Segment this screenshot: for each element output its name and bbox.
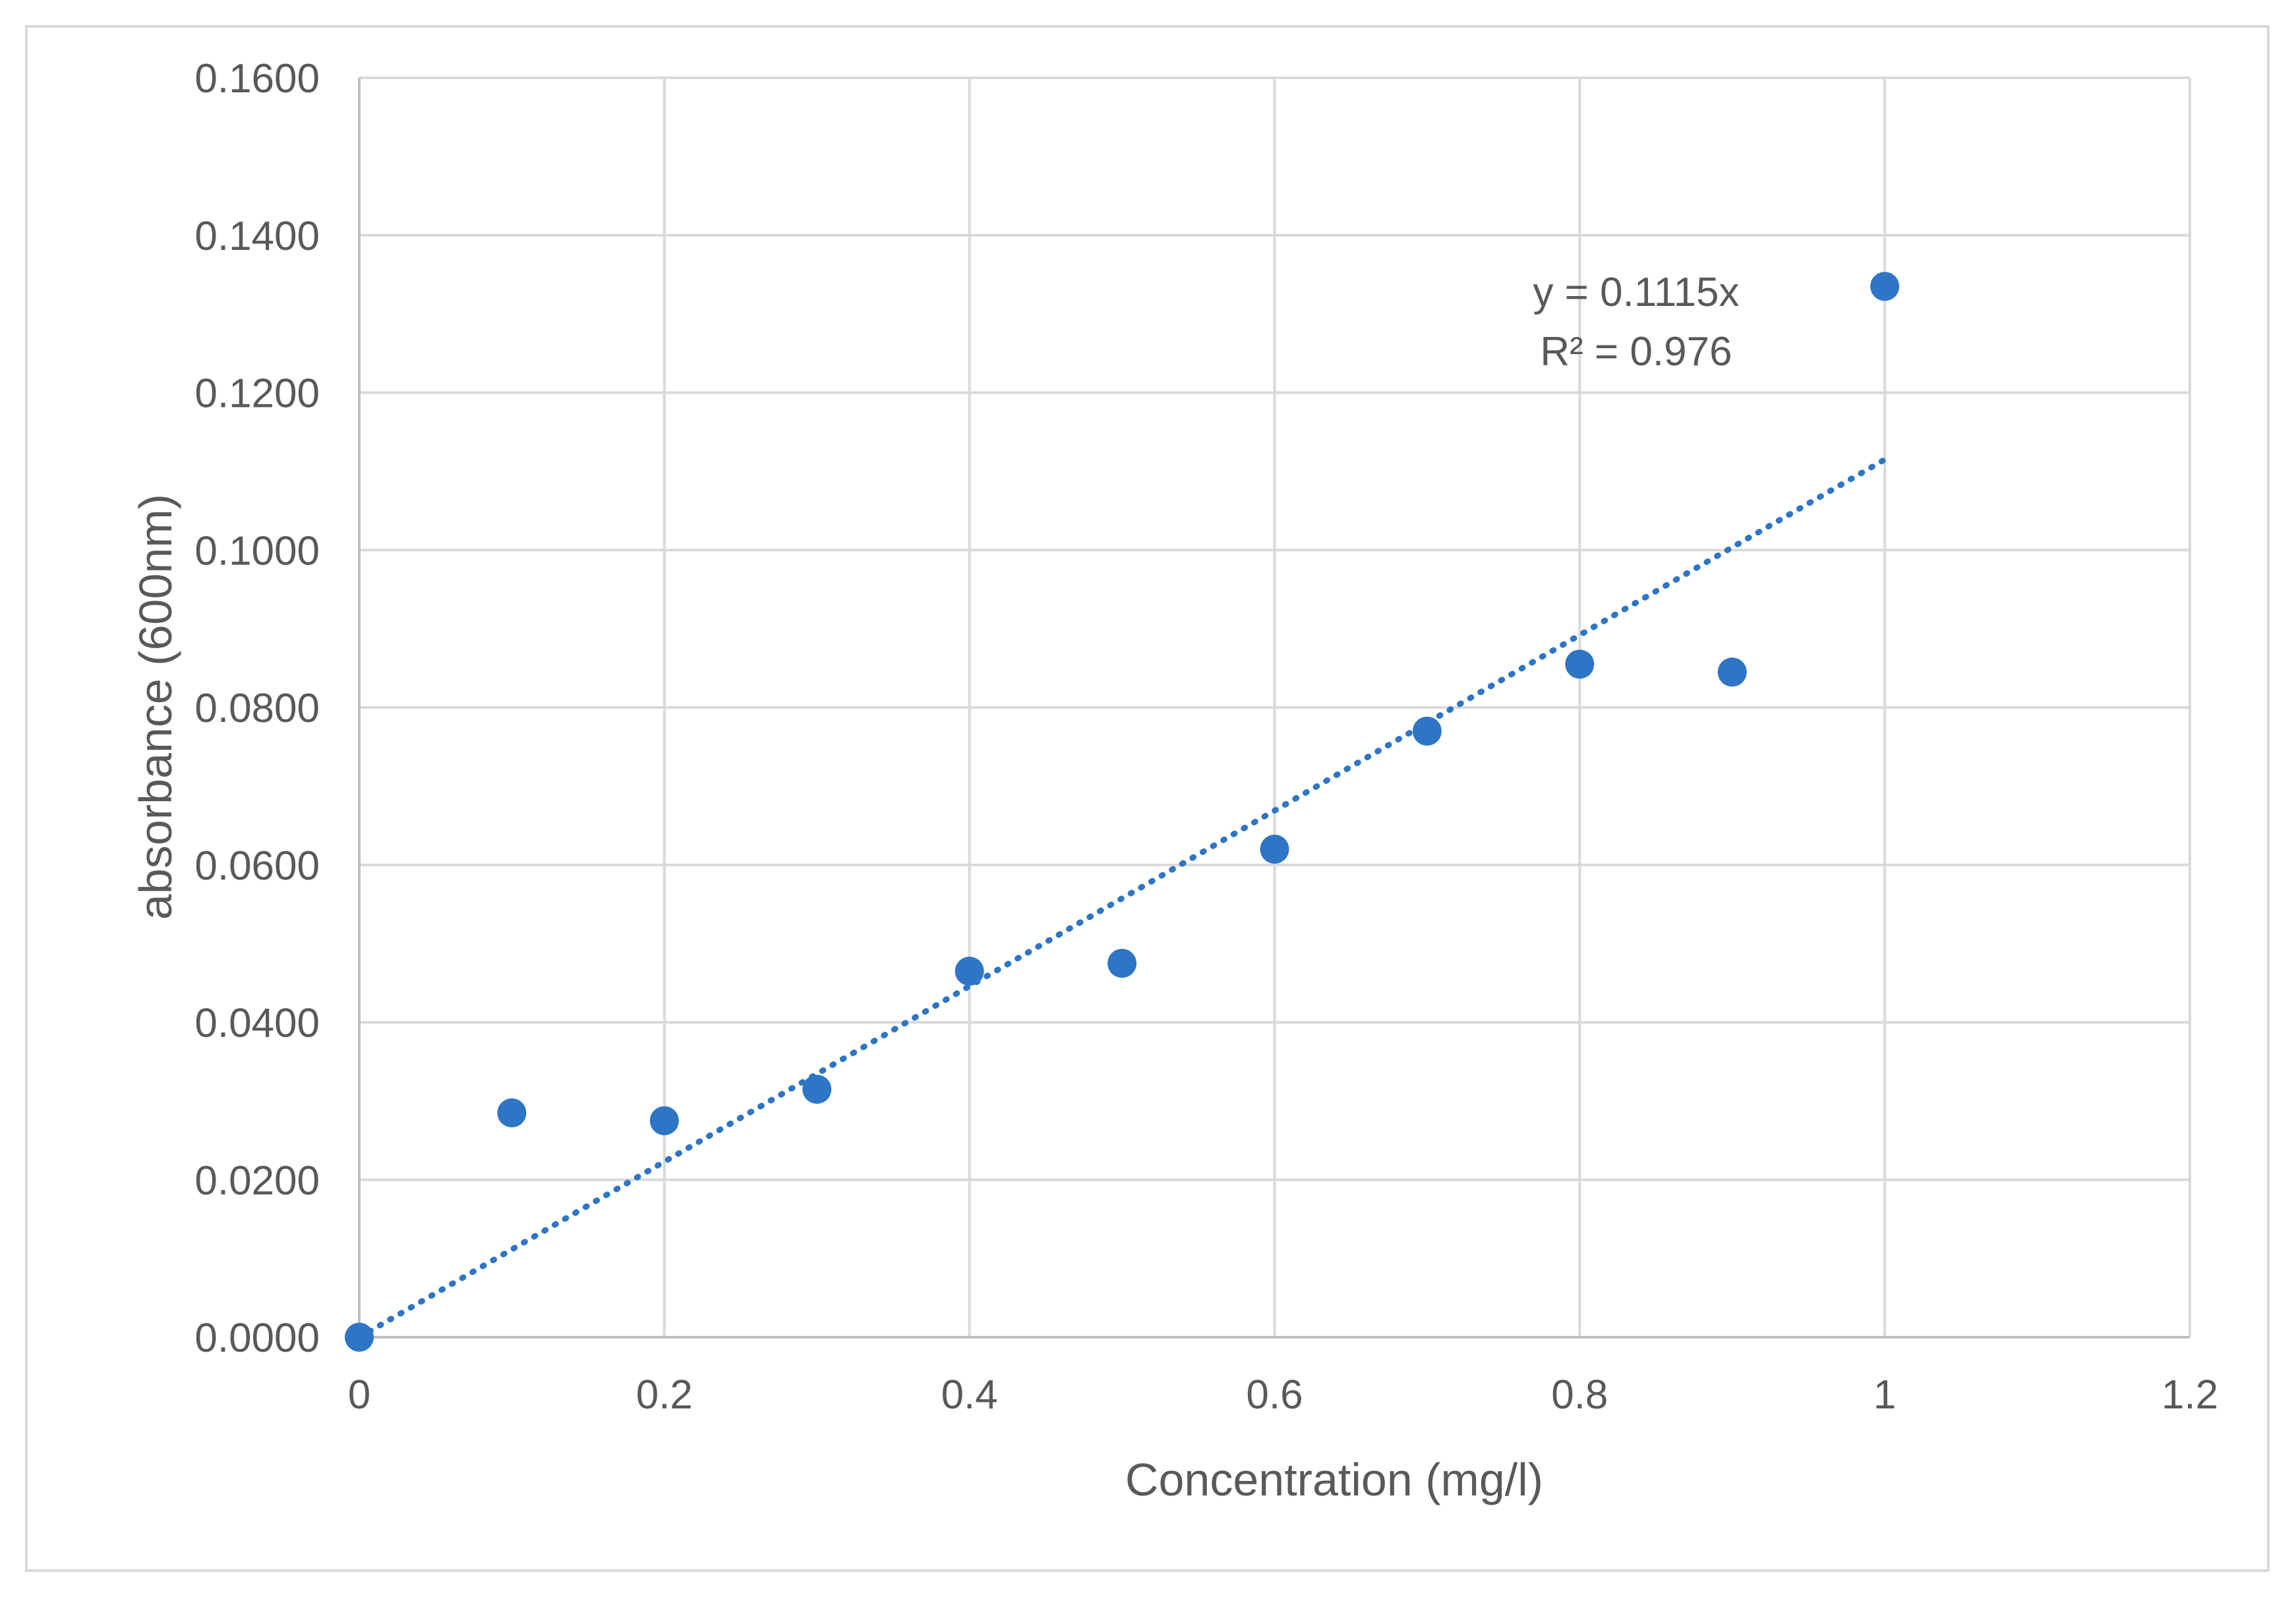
trendline-equation: y = 0.1115x — [1533, 270, 1739, 315]
trendline-r-squared: R² = 0.976 — [1540, 329, 1732, 375]
data-points — [345, 272, 1900, 1352]
data-point — [345, 1323, 374, 1352]
data-point — [1717, 657, 1747, 687]
chart-frame: 0.0000 0.0200 0.0400 0.0600 0.0800 0.1000 0.12… — [25, 25, 2270, 1572]
x-tick-label: 0.4 — [941, 1372, 998, 1418]
y-tick-label: 0.1400 — [194, 214, 320, 259]
chart-svg: 0.0000 0.0200 0.0400 0.0600 0.0800 0.1000 0.12… — [130, 56, 2218, 1505]
data-point — [1412, 716, 1442, 746]
y-tick-label: 0.0000 — [194, 1315, 320, 1361]
x-tick-label: 0 — [348, 1372, 370, 1418]
data-point — [1260, 834, 1289, 864]
data-point — [1870, 272, 1900, 301]
x-tick-label: 1 — [1873, 1372, 1896, 1418]
x-tick-label: 0.2 — [636, 1372, 693, 1418]
y-tick-label: 0.1600 — [194, 56, 320, 102]
x-tick-label: 0.8 — [1551, 1372, 1608, 1418]
data-point — [1107, 948, 1137, 978]
gridlines — [359, 76, 2191, 1337]
y-axis-title: absorbance (600nm) — [130, 494, 181, 920]
tick-labels: 0.0000 0.0200 0.0400 0.0600 0.0800 0.1000 0.12… — [194, 56, 2218, 1418]
y-tick-label: 0.0600 — [194, 843, 320, 889]
x-tick-label: 1.2 — [2162, 1372, 2218, 1418]
y-tick-label: 0.0800 — [194, 686, 320, 731]
y-tick-label: 0.1000 — [194, 528, 320, 574]
x-axis-title: Concentration (mg/l) — [1125, 1454, 1543, 1505]
data-point — [1565, 649, 1595, 679]
data-point — [802, 1074, 832, 1104]
trendline — [356, 456, 1888, 1341]
axes — [358, 78, 2190, 1339]
x-tick-label: 0.6 — [1246, 1372, 1303, 1418]
data-point — [955, 956, 984, 986]
data-point — [649, 1106, 679, 1135]
y-tick-label: 0.1200 — [194, 371, 320, 417]
data-point — [497, 1098, 527, 1128]
y-tick-label: 0.0400 — [194, 1001, 320, 1046]
trendline-group — [356, 456, 1888, 1341]
y-tick-label: 0.0200 — [194, 1158, 320, 1203]
